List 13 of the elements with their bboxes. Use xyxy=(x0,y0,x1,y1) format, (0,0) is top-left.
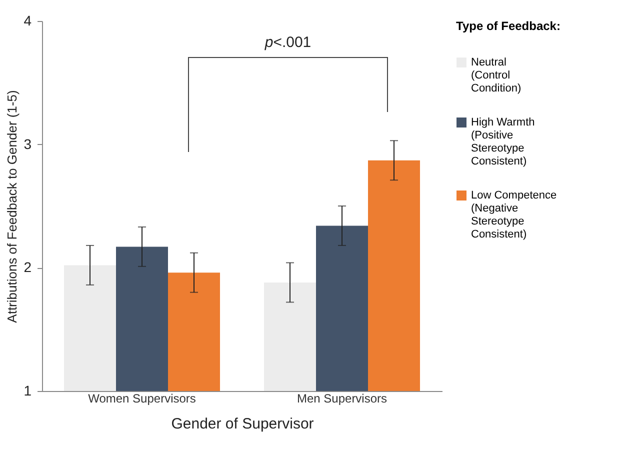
legend-label: Neutral (Control Condition) xyxy=(471,56,522,94)
legend-title: Type of Feedback: xyxy=(456,19,560,33)
legend-label: Low Competence (Negative Stereotype Consistent) xyxy=(471,190,557,240)
annotation: p<.001 xyxy=(264,34,312,51)
y-tick-label: 4 xyxy=(24,12,32,28)
y-tick-label: 2 xyxy=(24,259,32,276)
x-tick-label: Women Supervisors xyxy=(88,392,196,406)
y-tick-label: 3 xyxy=(24,136,32,152)
x-tick-label: Men Supervisors xyxy=(296,392,388,406)
y-tick-label: 1 xyxy=(24,382,32,398)
legend-label: High Warmth (Positive Stereotype Consistent) xyxy=(471,116,535,168)
y-axis-title: Attributions of Feedback to Gender (1-5) xyxy=(4,90,20,323)
x-axis-title: Gender of Supervisor xyxy=(171,416,314,432)
